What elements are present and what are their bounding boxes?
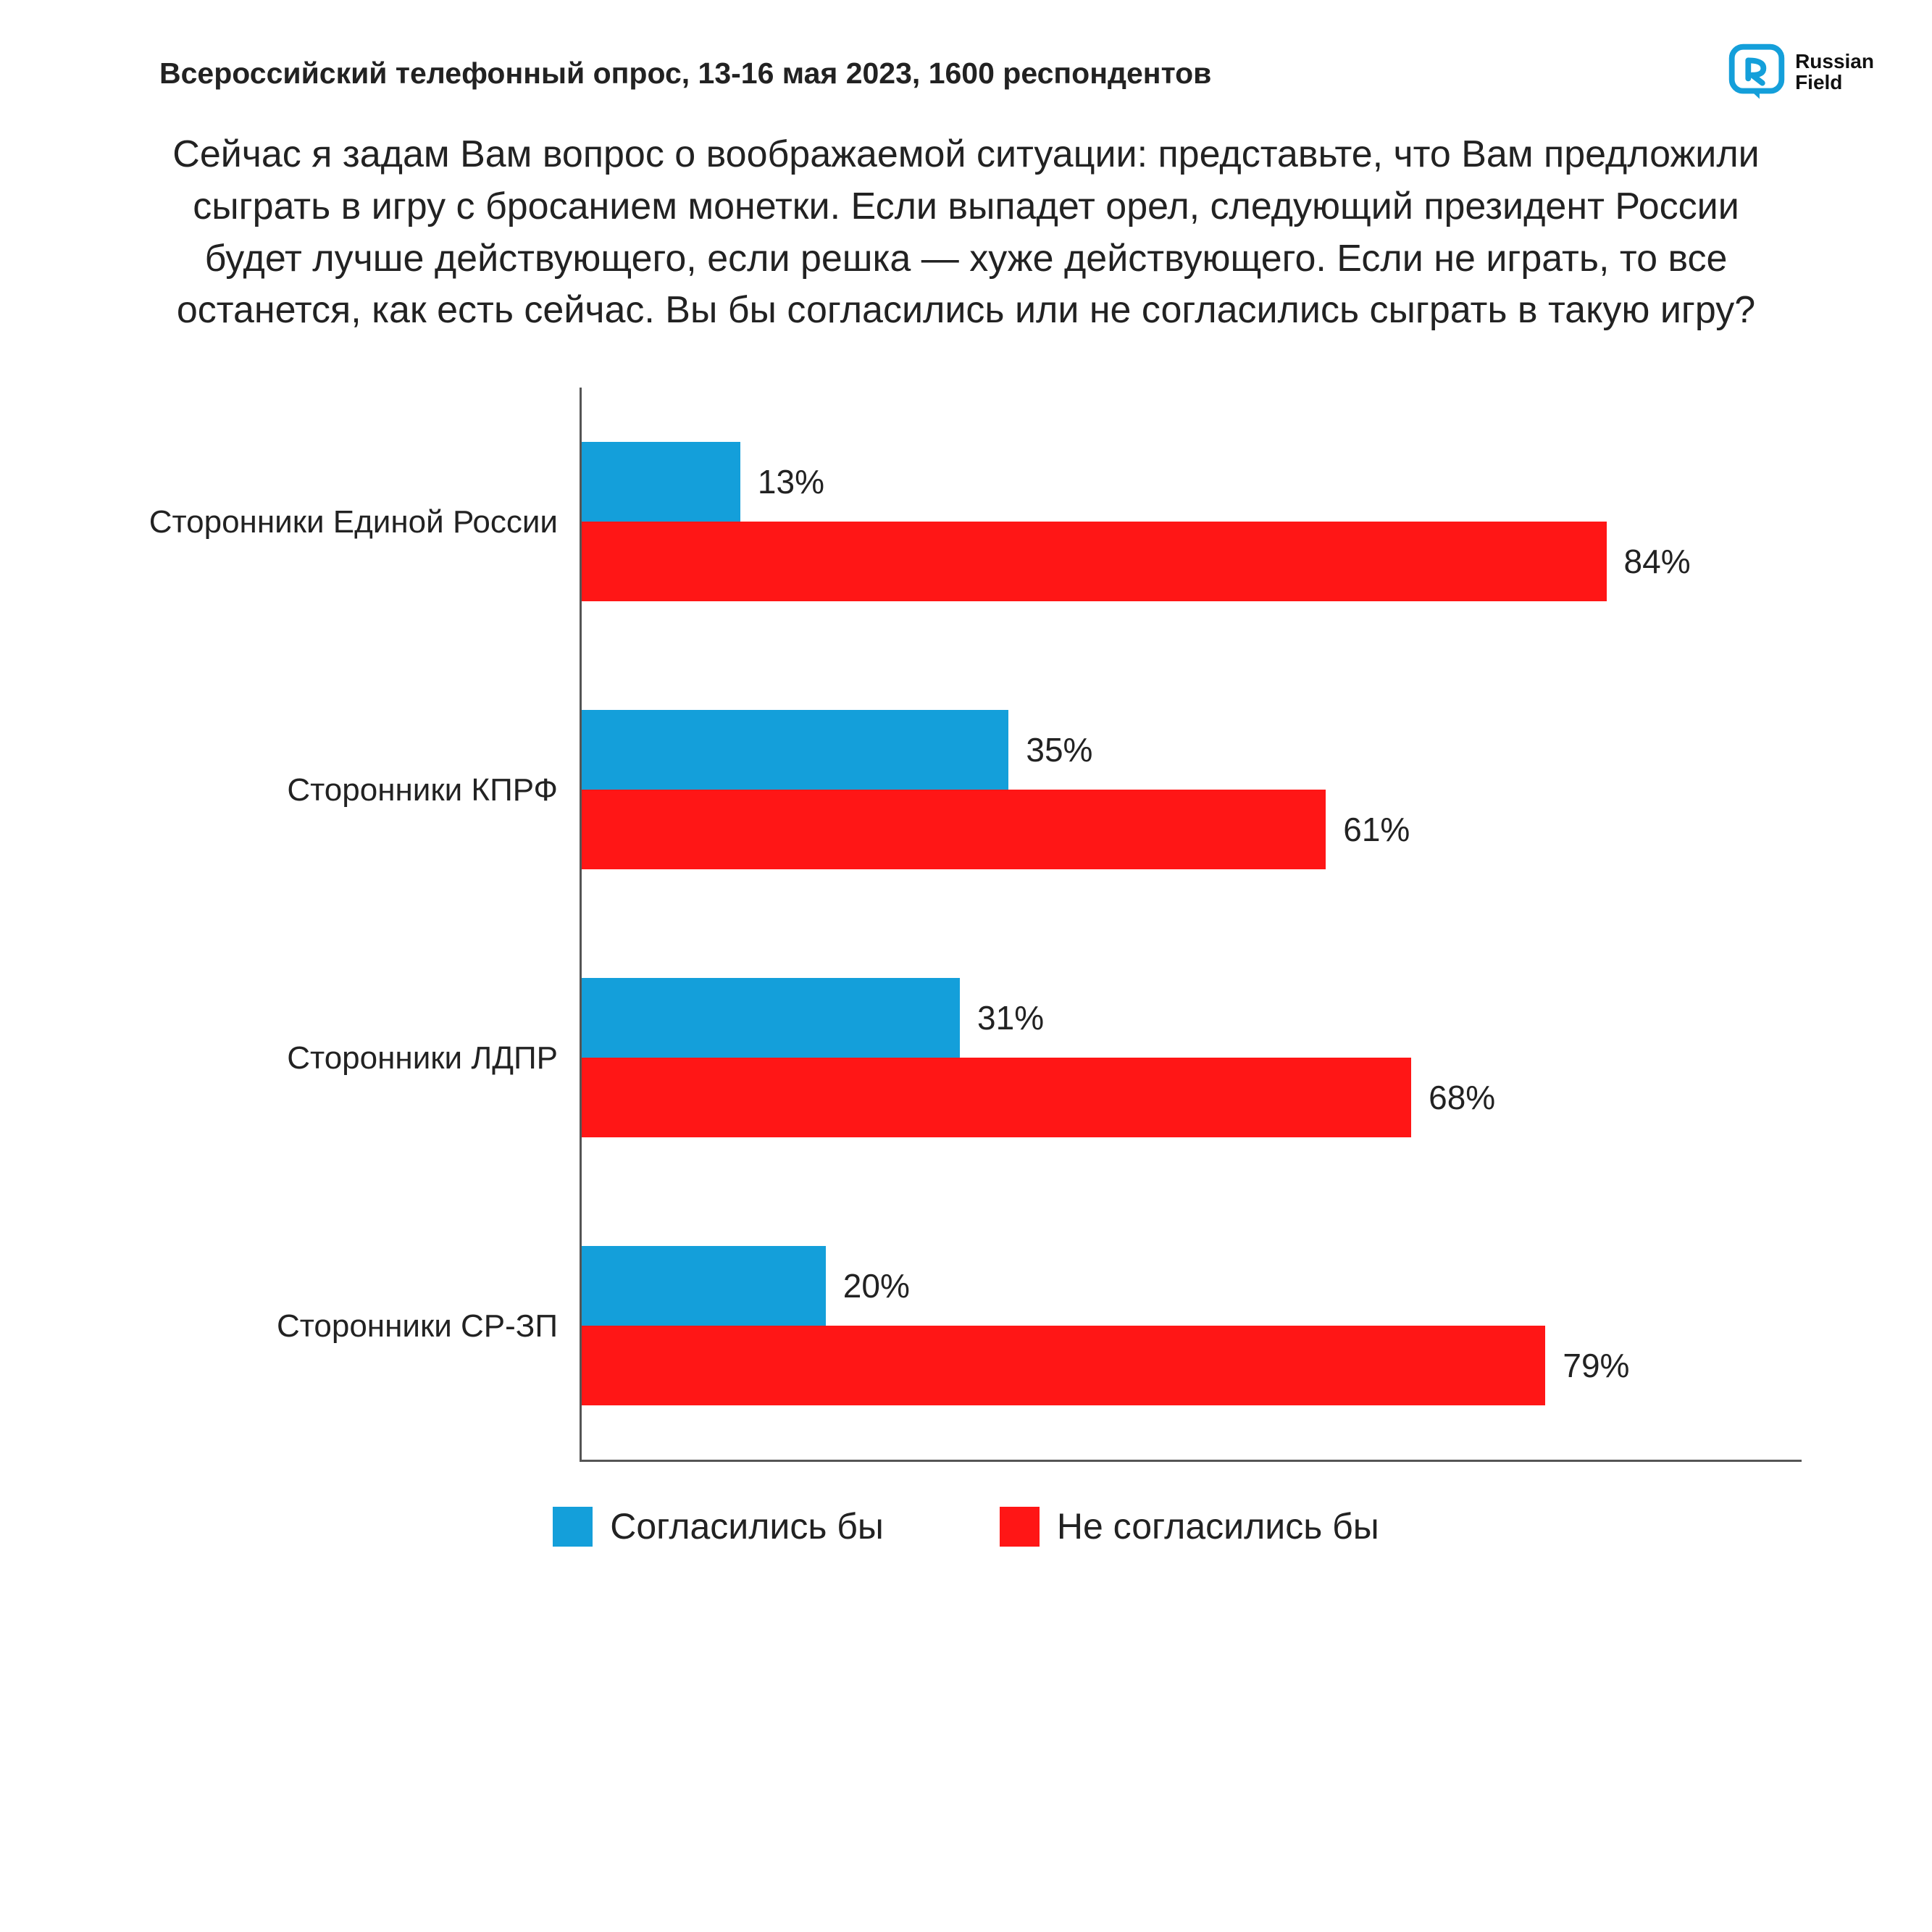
bar-group: 35% 61% [582, 656, 1802, 924]
brand-logo: Russian Field [1728, 43, 1874, 100]
header-row: Всероссийский телефонный опрос, 13-16 ма… [58, 43, 1874, 100]
brand-text: Russian Field [1795, 51, 1874, 93]
legend-swatch [1000, 1507, 1040, 1547]
legend-item: Не согласились бы [1000, 1505, 1379, 1547]
bar-value-label: 61% [1326, 810, 1410, 849]
bar-row: 31% [582, 978, 1802, 1058]
category-label-text: Сторонники Единой России [149, 502, 558, 542]
legend-label: Не согласились бы [1057, 1505, 1379, 1547]
page: Всероссийский телефонный опрос, 13-16 ма… [0, 0, 1932, 1932]
bar-disagree [582, 522, 1607, 601]
chart: Сторонники Единой России Сторонники КПРФ С… [58, 388, 1874, 1462]
bar-agree [582, 442, 740, 522]
category-label: Сторонники Единой России [87, 388, 580, 656]
bar-row: 35% [582, 710, 1802, 790]
bar-agree [582, 710, 1008, 790]
question-text: Сейчас я задам Вам вопрос о воображаемой… [170, 129, 1763, 337]
bar-group: 13% 84% [582, 388, 1802, 656]
legend-swatch [553, 1507, 593, 1547]
bar-disagree [582, 790, 1326, 869]
bars-wrap: 20% 79% [582, 1246, 1802, 1405]
bar-row: 68% [582, 1058, 1802, 1137]
bar-disagree [582, 1326, 1545, 1405]
category-label-text: Сторонники КПРФ [287, 770, 558, 810]
bar-group: 31% 68% [582, 924, 1802, 1192]
bar-agree [582, 1246, 826, 1326]
category-label-text: Сторонники СР-ЗП [277, 1306, 558, 1346]
bar-value-label: 35% [1008, 730, 1092, 769]
bar-value-label: 68% [1411, 1078, 1495, 1117]
category-label: Сторонники СР-ЗП [87, 1192, 580, 1460]
brand-line-2: Field [1795, 72, 1874, 93]
legend-label: Согласились бы [610, 1505, 884, 1547]
bars-wrap: 31% 68% [582, 978, 1802, 1137]
category-label: Сторонники ЛДПР [87, 924, 580, 1192]
bar-row: 20% [582, 1246, 1802, 1326]
bar-group: 20% 79% [582, 1192, 1802, 1460]
brand-line-1: Russian [1795, 51, 1874, 72]
category-label: Сторонники КПРФ [87, 656, 580, 924]
bars-wrap: 13% 84% [582, 442, 1802, 601]
brand-icon [1728, 43, 1785, 100]
bar-value-label: 84% [1607, 542, 1691, 581]
survey-meta: Всероссийский телефонный опрос, 13-16 ма… [58, 43, 1211, 91]
bars-wrap: 35% 61% [582, 710, 1802, 869]
bar-disagree [582, 1058, 1411, 1137]
bar-agree [582, 978, 960, 1058]
plot-area: 13% 84% 35% 61% 31% 68% 20% 79% [580, 388, 1802, 1462]
category-label-text: Сторонники ЛДПР [287, 1038, 558, 1078]
bar-value-label: 13% [740, 462, 824, 501]
bar-row: 61% [582, 790, 1802, 869]
y-axis-labels: Сторонники Единой России Сторонники КПРФ С… [87, 388, 580, 1462]
bar-value-label: 31% [960, 998, 1044, 1037]
bar-row: 13% [582, 442, 1802, 522]
bar-value-label: 20% [826, 1266, 910, 1305]
legend-item: Согласились бы [553, 1505, 884, 1547]
legend: Согласились бы Не согласились бы [58, 1505, 1874, 1547]
bar-row: 79% [582, 1326, 1802, 1405]
bar-value-label: 79% [1545, 1346, 1629, 1385]
bar-row: 84% [582, 522, 1802, 601]
